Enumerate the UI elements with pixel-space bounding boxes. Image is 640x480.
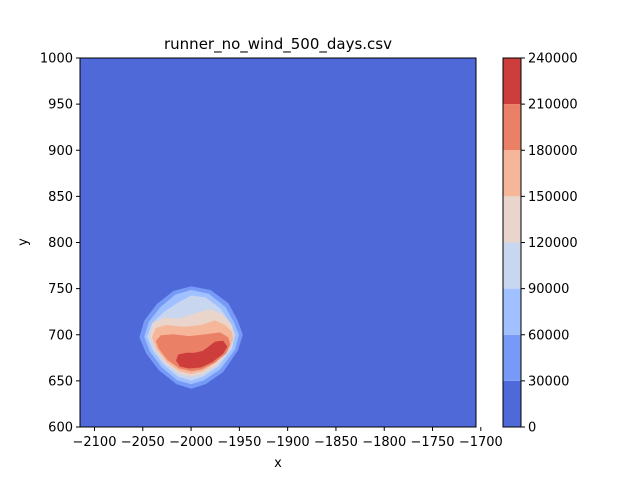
colorbar-tick-label: 30000 bbox=[528, 374, 569, 389]
y-tick-label: 800 bbox=[48, 236, 73, 251]
colorbar-segment bbox=[503, 58, 521, 105]
x-tick-label: −1850 bbox=[314, 435, 358, 450]
y-tick-label: 600 bbox=[48, 421, 73, 436]
x-tick-label: −1950 bbox=[217, 435, 261, 450]
x-tick-label: −1700 bbox=[459, 435, 503, 450]
x-tick-label: −1900 bbox=[266, 435, 310, 450]
contour-layer bbox=[139, 286, 243, 389]
x-tick-label: −2000 bbox=[169, 435, 213, 450]
y-tick-label: 900 bbox=[48, 144, 73, 159]
colorbar-segment bbox=[503, 104, 521, 151]
x-axis: −2100 −2050 −2000 −1950 −1900 −1850 −1800 −1750… bbox=[72, 427, 503, 450]
colorbar-segment bbox=[503, 242, 521, 289]
colorbar-tick-label: 180000 bbox=[528, 144, 578, 159]
y-axis: 600 650 700 750 800 850 900 950 1000 bbox=[40, 52, 80, 436]
y-tick-label: 750 bbox=[48, 282, 73, 297]
x-tick-label: −1800 bbox=[362, 435, 406, 450]
colorbar-tick-label: 150000 bbox=[528, 190, 578, 205]
colorbar-tick-label: 60000 bbox=[528, 328, 569, 343]
chart-title: runner_no_wind_500_days.csv bbox=[164, 35, 392, 54]
x-tick-label: −2050 bbox=[121, 435, 165, 450]
plot-background bbox=[80, 58, 476, 427]
y-tick-label: 850 bbox=[48, 190, 73, 205]
contour-band-7 bbox=[176, 340, 228, 369]
y-tick-label: 1000 bbox=[40, 52, 73, 67]
colorbar-tick-label: 210000 bbox=[528, 98, 578, 113]
x-axis-title: x bbox=[274, 456, 282, 471]
colorbar-segment bbox=[503, 150, 521, 197]
y-tick-label: 650 bbox=[48, 374, 73, 389]
y-tick-label: 700 bbox=[48, 328, 73, 343]
colorbar-segment bbox=[503, 380, 521, 427]
colorbar-segment bbox=[503, 196, 521, 243]
colorbar-tick-label: 0 bbox=[528, 421, 536, 436]
y-tick-label: 950 bbox=[48, 98, 73, 113]
colorbar-tick-label: 120000 bbox=[528, 236, 578, 251]
x-tick-label: −2100 bbox=[72, 435, 116, 450]
x-tick-label: −1750 bbox=[411, 435, 455, 450]
colorbar-tick-label: 90000 bbox=[528, 282, 569, 297]
colorbar-segment bbox=[503, 288, 521, 335]
colorbar-tick-label: 240000 bbox=[528, 52, 578, 67]
colorbar-segment bbox=[503, 334, 521, 381]
y-axis-title: y bbox=[16, 238, 31, 246]
colorbar: 0 30000 60000 90000 120000 150000 180000 210000… bbox=[502, 52, 578, 436]
